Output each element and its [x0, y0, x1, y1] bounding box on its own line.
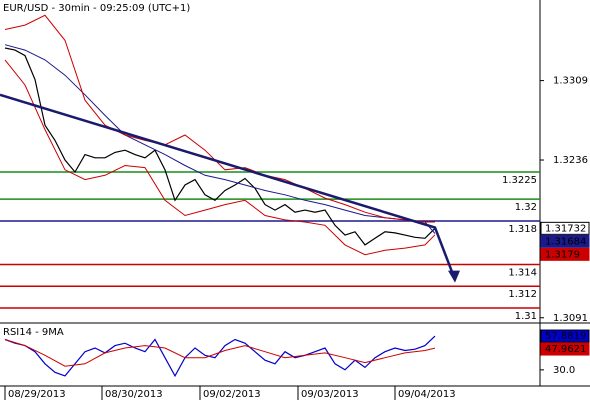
value-label: 1.3179: [545, 249, 580, 260]
value-box: [540, 247, 590, 261]
arrow-head: [448, 270, 460, 283]
y-tick-label: 1.3309: [553, 76, 588, 87]
series-line: [4, 59, 436, 256]
panel-title: RSI14 - 9MA: [3, 327, 64, 338]
x-tick-label: 08/29/2013: [8, 389, 66, 400]
level-label: 1.314: [508, 267, 537, 278]
series-line: [4, 339, 436, 367]
value-box: [540, 329, 590, 343]
y-tick-label: 30.0: [553, 365, 575, 376]
value-label: 1.31684: [545, 236, 586, 247]
x-tick-label: 09/03/2013: [301, 389, 359, 400]
x-tick-label: 08/30/2013: [105, 389, 163, 400]
trendline: [0, 93, 457, 281]
value-box: [540, 234, 590, 248]
value-label: 47.9621: [545, 344, 586, 355]
x-tick-label: 09/04/2013: [398, 389, 456, 400]
series-line: [4, 14, 435, 223]
chart-title: EUR/USD - 30min - 09:25:09 (UTC+1): [3, 3, 190, 14]
value-label: 1.31732: [545, 223, 586, 234]
series-line: [4, 44, 436, 234]
series-line: [4, 47, 436, 246]
x-tick-label: 09/02/2013: [203, 389, 261, 400]
value-box: [540, 221, 590, 235]
value-box: [540, 342, 590, 356]
level-label: 1.31: [515, 311, 537, 322]
y-tick-label: 1.3091: [553, 313, 588, 324]
level-label: 1.312: [508, 289, 537, 300]
level-label: 1.318: [508, 224, 537, 235]
value-label: 57.8819: [545, 331, 586, 342]
series-line: [4, 335, 436, 378]
level-label: 1.32: [515, 202, 537, 213]
level-label: 1.3225: [502, 175, 537, 186]
y-tick-label: 1.3236: [553, 155, 588, 166]
